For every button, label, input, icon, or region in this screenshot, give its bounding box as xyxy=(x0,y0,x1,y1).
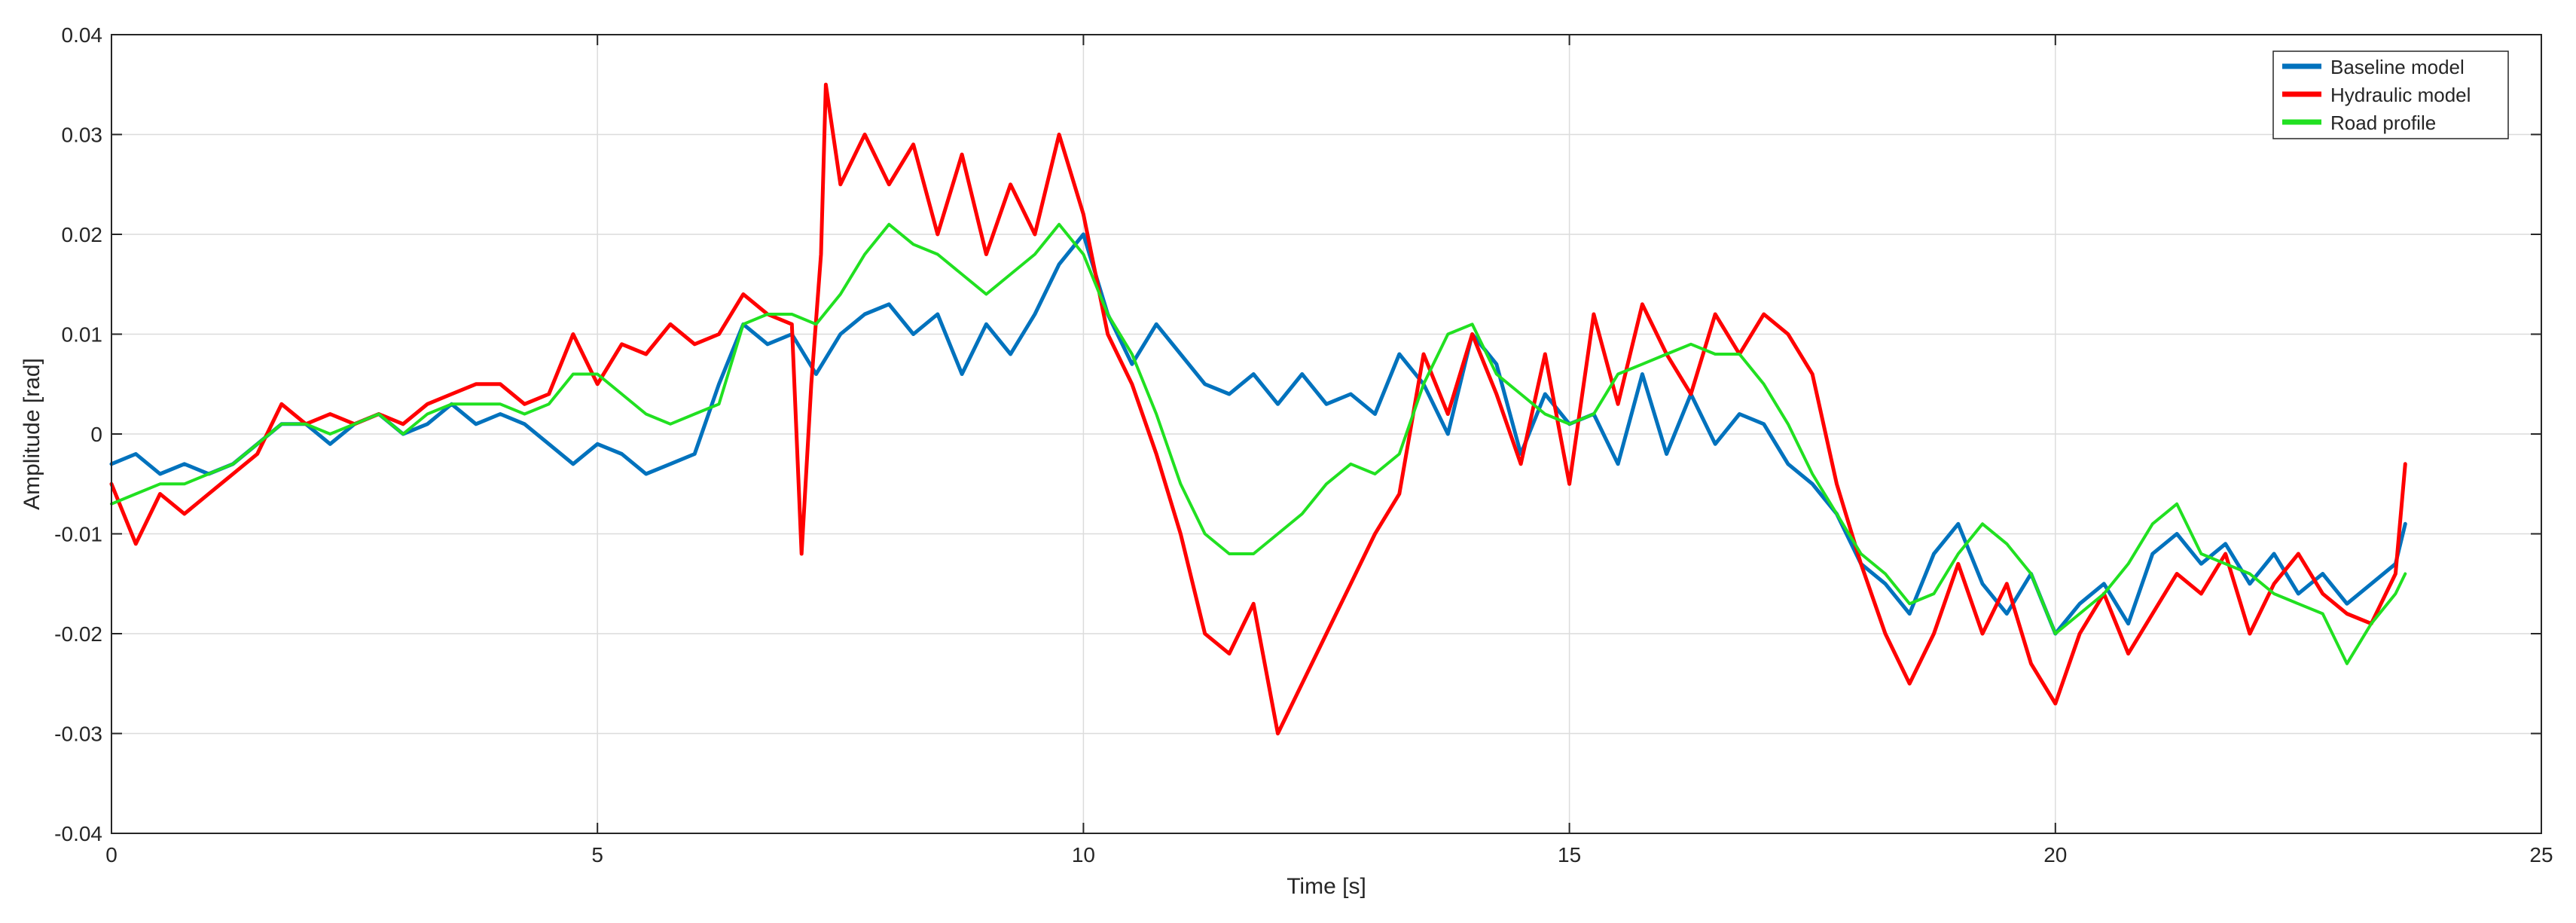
y-tick-label: 0 xyxy=(90,423,102,446)
y-tick-label: 0.03 xyxy=(62,124,103,147)
x-tick-label: 0 xyxy=(105,843,118,866)
y-tick-label: 0.01 xyxy=(62,323,103,347)
series-lines xyxy=(109,82,2407,735)
y-tick-label: -0.02 xyxy=(54,622,102,646)
legend-label-hydraulic: Hydraulic model xyxy=(2330,84,2471,106)
x-axis-label: Time [s] xyxy=(1286,874,1366,899)
legend-label-road: Road profile xyxy=(2330,112,2436,134)
y-tick-label: 0.02 xyxy=(62,223,103,246)
grid xyxy=(111,35,2541,833)
legend-label-baseline: Baseline model xyxy=(2330,56,2465,78)
x-tick-label: 5 xyxy=(591,843,603,866)
series-line-hydraulic xyxy=(109,82,2407,735)
y-axis-label: Amplitude [rad] xyxy=(20,358,44,510)
legend: Baseline model Hydraulic model Road prof… xyxy=(2272,50,2509,139)
y-tick-label: -0.01 xyxy=(54,523,102,546)
x-tick-label: 25 xyxy=(2529,843,2553,866)
axis-ticks: 0 5 10 15 20 25 -0.04 -0.03 -0.02 -0.01 0 0.01 0.02 0… xyxy=(54,23,2553,866)
y-tick-label: 0.04 xyxy=(62,23,103,47)
x-tick-label: 15 xyxy=(1558,843,1581,866)
x-tick-label: 10 xyxy=(1072,843,1095,866)
y-tick-label: -0.04 xyxy=(54,822,102,845)
y-tick-label: -0.03 xyxy=(54,723,102,746)
series-line-road xyxy=(110,222,2407,665)
x-tick-label: 20 xyxy=(2043,843,2067,866)
